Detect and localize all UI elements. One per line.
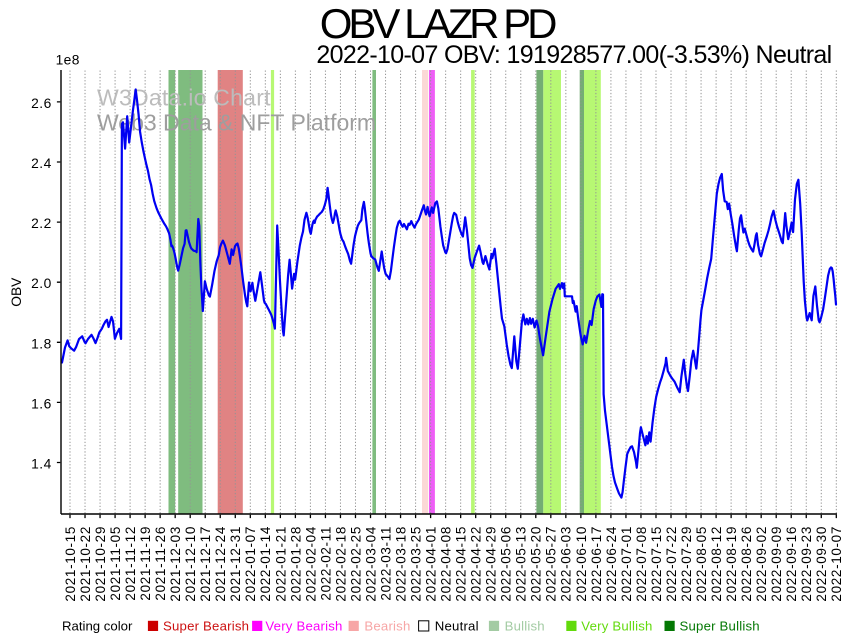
svg-text:2022-05-13: 2022-05-13 — [514, 526, 529, 602]
svg-text:Bearish: Bearish — [364, 619, 410, 634]
svg-text:2022-01-07: 2022-01-07 — [243, 526, 258, 602]
svg-text:2021-11-26: 2021-11-26 — [153, 526, 168, 601]
svg-text:2021-12-24: 2021-12-24 — [213, 526, 228, 602]
svg-text:2021-12-10: 2021-12-10 — [183, 526, 198, 602]
svg-text:W3Data.io Chart: W3Data.io Chart — [97, 85, 271, 111]
svg-text:2022-06-24: 2022-06-24 — [604, 526, 619, 602]
svg-text:2022-05-20: 2022-05-20 — [529, 526, 544, 602]
svg-text:2022-06-17: 2022-06-17 — [589, 526, 604, 602]
svg-text:2022-05-27: 2022-05-27 — [544, 526, 559, 602]
svg-text:2022-02-04: 2022-02-04 — [303, 526, 318, 602]
svg-text:1.6: 1.6 — [31, 396, 52, 411]
svg-text:Neutral: Neutral — [435, 619, 479, 634]
svg-text:1.8: 1.8 — [31, 336, 52, 351]
svg-text:2022-09-23: 2022-09-23 — [799, 526, 814, 602]
svg-text:2022-06-10: 2022-06-10 — [574, 526, 589, 602]
svg-text:2022-09-02: 2022-09-02 — [754, 526, 769, 602]
svg-text:2022-09-09: 2022-09-09 — [769, 526, 784, 602]
svg-text:2022-09-16: 2022-09-16 — [784, 526, 799, 602]
svg-text:2.0: 2.0 — [31, 276, 52, 291]
svg-text:2022-09-30: 2022-09-30 — [814, 526, 829, 602]
svg-text:2022-03-04: 2022-03-04 — [363, 526, 378, 602]
svg-text:2021-12-17: 2021-12-17 — [198, 526, 213, 602]
svg-text:2021-12-31: 2021-12-31 — [228, 526, 243, 602]
svg-text:2022-08-05: 2022-08-05 — [694, 526, 709, 602]
svg-text:2022-04-01: 2022-04-01 — [424, 526, 439, 602]
svg-text:2022-04-15: 2022-04-15 — [454, 526, 469, 602]
svg-text:2022-04-22: 2022-04-22 — [469, 526, 484, 602]
svg-text:Bullish: Bullish — [505, 619, 545, 634]
svg-text:2022-03-25: 2022-03-25 — [408, 526, 423, 602]
svg-text:2022-10-07 OBV: 191928577.00(-: 2022-10-07 OBV: 191928577.00(-3.53%) Neu… — [316, 41, 831, 69]
svg-text:Web3 Data & NFT Platform: Web3 Data & NFT Platform — [97, 110, 376, 136]
svg-text:2022-03-11: 2022-03-11 — [378, 526, 393, 601]
svg-text:2022-07-08: 2022-07-08 — [634, 526, 649, 602]
svg-text:2022-01-14: 2022-01-14 — [258, 526, 273, 602]
svg-text:2022-07-15: 2022-07-15 — [649, 526, 664, 602]
svg-text:2.2: 2.2 — [31, 216, 52, 231]
svg-text:2021-12-03: 2021-12-03 — [168, 526, 183, 602]
svg-text:2022-07-29: 2022-07-29 — [679, 526, 694, 602]
svg-text:Very Bullish: Very Bullish — [581, 619, 652, 634]
svg-text:1.4: 1.4 — [31, 457, 52, 472]
svg-text:2022-01-28: 2022-01-28 — [288, 526, 303, 602]
svg-text:2022-10-07: 2022-10-07 — [829, 526, 844, 602]
svg-text:2022-04-29: 2022-04-29 — [484, 526, 499, 602]
svg-text:2021-11-19: 2021-11-19 — [138, 526, 153, 601]
svg-text:2021-11-12: 2021-11-12 — [123, 526, 138, 601]
svg-text:2022-06-03: 2022-06-03 — [559, 526, 574, 602]
svg-text:2021-10-29: 2021-10-29 — [93, 526, 108, 602]
svg-text:2022-02-25: 2022-02-25 — [348, 526, 363, 602]
svg-text:2.6: 2.6 — [31, 96, 52, 111]
svg-text:2021-10-15: 2021-10-15 — [63, 526, 78, 602]
svg-text:2021-10-22: 2021-10-22 — [78, 526, 93, 602]
svg-text:2021-11-05: 2021-11-05 — [108, 526, 123, 601]
svg-text:2022-02-11: 2022-02-11 — [318, 526, 333, 601]
svg-text:2022-07-22: 2022-07-22 — [664, 526, 679, 602]
svg-text:2.4: 2.4 — [31, 156, 52, 171]
svg-text:2022-02-18: 2022-02-18 — [333, 526, 348, 602]
svg-text:OBV: OBV — [9, 277, 24, 307]
svg-text:2022-05-06: 2022-05-06 — [499, 526, 514, 602]
svg-text:2022-03-18: 2022-03-18 — [393, 526, 408, 602]
svg-text:Super Bearish: Super Bearish — [163, 619, 249, 634]
svg-text:2022-08-12: 2022-08-12 — [709, 526, 724, 602]
svg-text:2022-07-01: 2022-07-01 — [619, 526, 634, 602]
svg-text:Rating color: Rating color — [62, 619, 133, 634]
svg-text:Super Bullish: Super Bullish — [680, 619, 760, 634]
svg-text:2022-04-08: 2022-04-08 — [439, 526, 454, 602]
svg-text:OBV LAZR PD: OBV LAZR PD — [320, 0, 556, 47]
svg-text:2022-08-26: 2022-08-26 — [739, 526, 754, 602]
svg-text:2022-01-21: 2022-01-21 — [273, 526, 288, 602]
svg-text:Very Bearish: Very Bearish — [265, 619, 342, 634]
svg-text:2022-08-19: 2022-08-19 — [724, 526, 739, 602]
svg-text:1e8: 1e8 — [56, 53, 80, 68]
